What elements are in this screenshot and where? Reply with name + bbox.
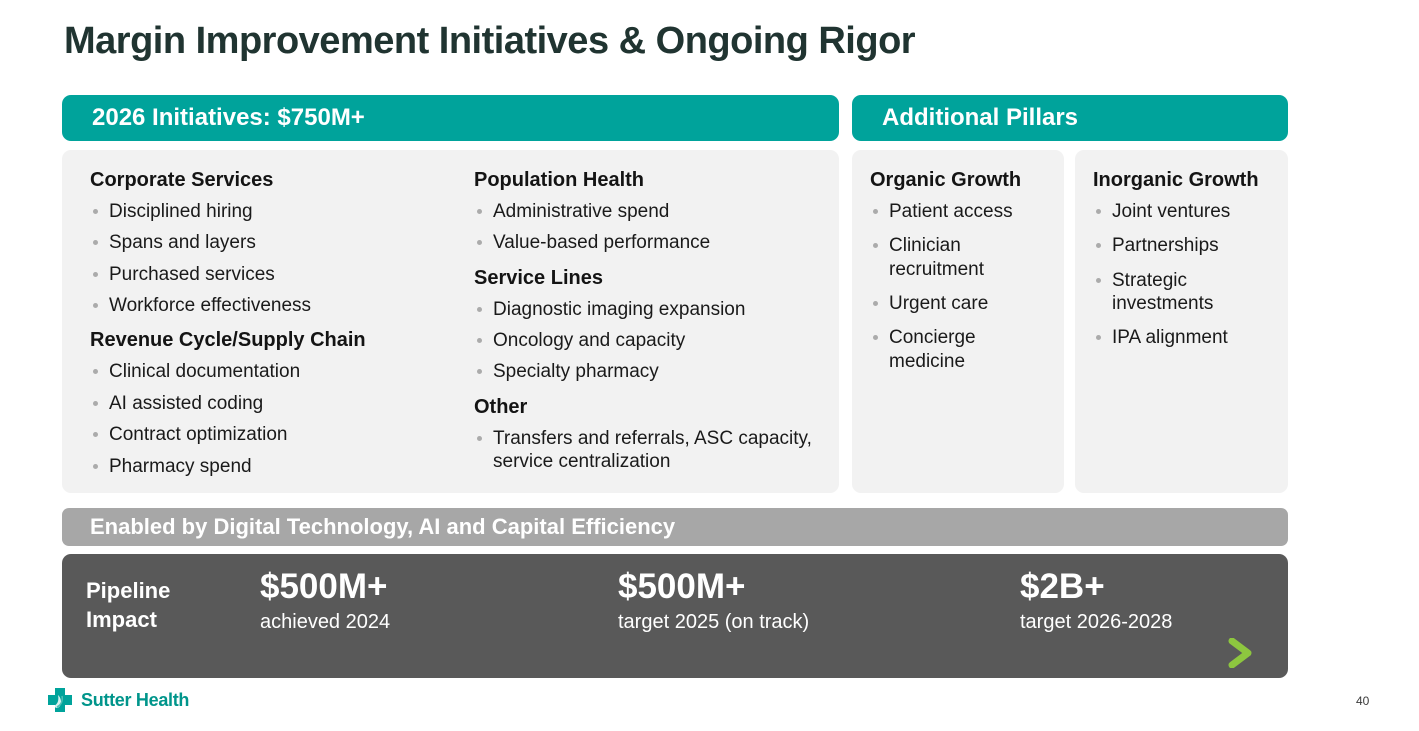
initiatives-header: 2026 Initiatives: $750M+ (62, 95, 839, 141)
sutter-health-logo-icon (48, 688, 72, 712)
bullet-dot-icon (1096, 277, 1101, 283)
group-heading: Revenue Cycle/Supply Chain (90, 329, 366, 352)
bullet-dot-icon (477, 435, 482, 441)
list-item: Diagnostic imaging expansion (474, 298, 829, 321)
list-item: Oncology and capacity (474, 329, 829, 352)
group-heading: Organic Growth (870, 169, 1022, 191)
bullet-dot-icon (93, 432, 98, 438)
list-item: Patient access (870, 200, 1056, 223)
milestone-2026-2028: $2B+ target 2026-2028 (1020, 567, 1173, 634)
bullet-dot-icon (93, 400, 98, 406)
inorganic-growth-panel: Inorganic Growth Joint ventures Partners… (1075, 150, 1288, 493)
bullet-dot-icon (1096, 209, 1101, 214)
bullet-dot-icon (477, 306, 482, 312)
milestone-value: $500M+ (260, 567, 388, 606)
pipeline-label-line1: Pipeline (86, 578, 171, 603)
pipeline-label-line2: Impact (86, 607, 157, 632)
list-item: Disciplined hiring (90, 200, 474, 223)
bullet-dot-icon (873, 243, 878, 249)
list-item: Urgent care (870, 292, 1056, 315)
list-item: Partnerships (1093, 234, 1280, 257)
sutter-health-logo: Sutter Health (46, 686, 189, 714)
pipeline-arrow-icon (84, 638, 1252, 668)
group-revenue-cycle: Revenue Cycle/Supply Chain Clinical docu… (90, 329, 474, 477)
page-title: Margin Improvement Initiatives & Ongoing… (64, 20, 916, 62)
bullet-dot-icon (477, 209, 482, 214)
list-item: Purchased services (90, 263, 474, 286)
pipeline-impact-label: Pipeline Impact (86, 576, 170, 634)
milestone-caption: target 2025 (on track) (618, 610, 810, 633)
group-heading: Population Health (474, 169, 644, 191)
list-item: Clinician recruitment (870, 234, 1056, 281)
bullet-dot-icon (93, 271, 98, 277)
enabled-by-bar: Enabled by Digital Technology, AI and Ca… (62, 508, 1288, 546)
group-heading: Inorganic Growth (1093, 169, 1259, 191)
bullet-dot-icon (93, 463, 98, 469)
group-population-health: Population Health Administrative spend V… (474, 169, 829, 255)
group-heading: Service Lines (474, 266, 603, 289)
list-item: IPA alignment (1093, 326, 1280, 349)
list-item: Spans and layers (90, 231, 474, 254)
group-service-lines: Service Lines Diagnostic imaging expansi… (474, 267, 829, 384)
milestone-value: $500M+ (618, 567, 746, 606)
page-number: 40 (1356, 694, 1370, 708)
bullet-dot-icon (93, 209, 98, 214)
milestone-2025: $500M+ target 2025 (on track) (618, 567, 810, 634)
list-item: Strategic investments (1093, 269, 1280, 316)
list-item: Transfers and referrals, ASC capacity, s… (474, 427, 829, 474)
initiatives-panel: Corporate Services Disciplined hiring Sp… (62, 150, 839, 493)
pipeline-impact-bar: Pipeline Impact $500M+ achieved 2024 $50… (62, 554, 1288, 678)
bullet-dot-icon (93, 303, 98, 309)
list-item: Pharmacy spend (90, 455, 474, 478)
milestone-2024: $500M+ achieved 2024 (260, 567, 391, 634)
list-item: Contract optimization (90, 423, 474, 446)
group-heading: Corporate Services (90, 169, 274, 191)
group-other: Other Transfers and referrals, ASC capac… (474, 396, 829, 474)
bullet-dot-icon (477, 240, 482, 246)
milestone-value: $2B+ (1020, 567, 1105, 606)
initiatives-column-1: Corporate Services Disciplined hiring Sp… (90, 169, 474, 493)
list-item: Joint ventures (1093, 200, 1280, 223)
list-item: Administrative spend (474, 200, 829, 223)
bullet-dot-icon (1096, 243, 1101, 249)
list-item: Concierge medicine (870, 326, 1056, 373)
bullet-dot-icon (873, 335, 878, 341)
bullet-dot-icon (873, 209, 878, 214)
bullet-dot-icon (477, 369, 482, 375)
list-item: Workforce effectiveness (90, 294, 474, 317)
list-item: Specialty pharmacy (474, 360, 829, 383)
bullet-dot-icon (477, 338, 482, 344)
additional-pillars-header: Additional Pillars (852, 95, 1288, 141)
bullet-dot-icon (1096, 335, 1101, 341)
list-item: Clinical documentation (90, 360, 474, 383)
list-item: Value-based performance (474, 231, 829, 254)
bullet-dot-icon (93, 240, 98, 246)
list-item: AI assisted coding (90, 392, 474, 415)
organic-growth-panel: Organic Growth Patient access Clinician … (852, 150, 1064, 493)
bullet-dot-icon (93, 369, 98, 375)
group-heading: Other (474, 395, 528, 418)
group-corporate-services: Corporate Services Disciplined hiring Sp… (90, 169, 474, 317)
milestone-caption: achieved 2024 (260, 610, 391, 633)
initiatives-column-2: Population Health Administrative spend V… (474, 169, 829, 493)
milestone-caption: target 2026-2028 (1020, 610, 1173, 633)
sutter-health-wordmark: Sutter Health (81, 689, 190, 710)
bullet-dot-icon (873, 301, 878, 307)
